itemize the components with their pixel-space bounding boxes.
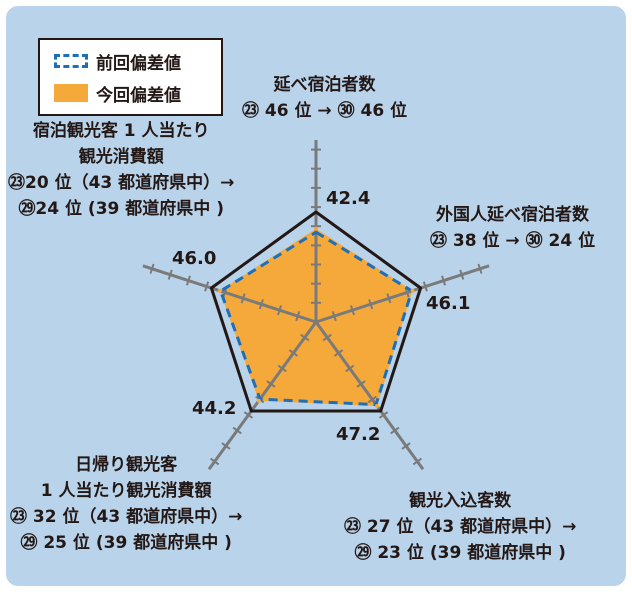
axis-tick <box>232 426 242 435</box>
axis-line <box>315 264 490 324</box>
axis-tick <box>367 395 377 404</box>
axis-label-line: ㉙ 25 位 (39 都道府県中 ) <box>20 533 232 553</box>
axis-label-daytrip-spend: 日帰り観光客 1 人当たり観光消費額 ㉓ 32 位（43 都道府県中）→ ㉙ 2… <box>10 452 242 556</box>
axis-tick <box>300 333 310 342</box>
axis-label-line: 観光消費額 <box>78 147 164 167</box>
axis-tick <box>266 380 276 388</box>
axis-tick <box>295 310 301 322</box>
value-label-overnight-spend: 46.0 <box>172 248 217 269</box>
axis-tick <box>258 299 264 310</box>
axis-label-visitors: 観光入込客数 ㉓ 27 位（43 都道府県中）→ ㉙ 23 位 (39 都道府県… <box>344 488 576 566</box>
axis-label-line: ㉙ 23 位 (39 都道府県中 ) <box>354 543 566 563</box>
value-label-foreign-nights: 46.1 <box>426 293 471 314</box>
legend: 前回偏差値 今回偏差値 <box>38 38 223 116</box>
axis-tick <box>422 281 428 292</box>
axis-tick <box>204 281 210 292</box>
axis-label-nights: 延べ宿泊者数 ㉓ 46 位 → ㉚ 46 位 <box>242 72 407 124</box>
axis-tick <box>167 269 173 280</box>
legend-label-previous: 前回偏差値 <box>96 53 181 74</box>
axis-tick <box>345 364 355 373</box>
axis-line <box>314 321 425 471</box>
axis-label-line: ㉓ 27 位（43 都道府県中）→ <box>344 517 577 537</box>
axis-tick <box>386 293 392 304</box>
series-current-point <box>217 288 222 293</box>
axis-label-line: 観光入込客数 <box>409 491 512 511</box>
axis-tick <box>390 426 400 435</box>
series-previous-line <box>218 230 414 407</box>
axis-tick <box>412 457 422 466</box>
axis-label-line: ㉙24 位 (39 都道府県中 ) <box>18 199 224 219</box>
axis-tick <box>333 349 344 357</box>
axis-tick <box>331 310 337 322</box>
axis-label-foreign-nights: 外国人延べ宿泊者数 ㉓ 38 位 → ㉚ 24 位 <box>430 202 595 254</box>
axis-tick <box>401 442 411 450</box>
axis-tick <box>459 269 465 280</box>
axis-label-overnight-spend: 宿泊観光客 1 人当たり 観光消費額 ㉓20 位（43 都道府県中）→ ㉙24 … <box>8 118 234 222</box>
value-label-visitors: 47.2 <box>336 424 381 445</box>
axis-tick <box>243 411 254 419</box>
series-current-point <box>410 288 415 293</box>
axis-tick <box>277 364 287 373</box>
axis-tick <box>477 263 483 274</box>
axis-label-line: 外国人延べ宿泊者数 <box>436 205 590 225</box>
axis-tick <box>240 293 246 304</box>
radar-chart <box>142 140 490 471</box>
series-current-point <box>256 398 261 403</box>
axis-tick <box>221 442 231 450</box>
axis-line <box>207 321 318 471</box>
legend-item-previous: 前回偏差値 <box>54 50 181 74</box>
axis-label-line: 宿泊観光客 1 人当たり <box>32 121 210 141</box>
axis-tick <box>322 333 332 342</box>
legend-label-current: 今回偏差値 <box>96 85 181 106</box>
legend-swatch-current <box>54 84 88 102</box>
chart-panel: 前回偏差値 今回偏差値 延べ宿泊者数 ㉓ 46 位 → ㉚ 46 位 外国人延べ… <box>6 6 626 586</box>
legend-swatch-previous <box>54 54 88 68</box>
axis-tick <box>368 299 374 310</box>
axis-label-line: 1 人当たり観光消費額 <box>40 481 212 501</box>
axis-label-line: ㉓ 38 位 → ㉚ 24 位 <box>430 231 596 251</box>
axis-label-line: ㉓ 46 位 → ㉚ 46 位 <box>242 101 408 121</box>
axis-tick <box>210 457 220 466</box>
axis-tick <box>349 305 355 316</box>
axis-tick <box>149 263 155 274</box>
reference-outline <box>209 210 423 413</box>
axis-tick <box>277 305 283 316</box>
axis-tick <box>404 287 410 298</box>
axis-tick <box>356 380 366 388</box>
axis-tick <box>378 411 389 419</box>
axis-label-line: 日帰り観光客 <box>75 455 178 475</box>
axis-tick <box>441 275 447 286</box>
series-current-point <box>375 404 379 408</box>
axis-tick <box>185 275 191 286</box>
legend-item-current: 今回偏差値 <box>54 82 181 106</box>
value-label-daytrip-spend: 44.2 <box>192 398 237 419</box>
axis-tick <box>288 349 299 357</box>
axis-line <box>142 264 317 324</box>
axis-label-line: ㉓20 位（43 都道府県中）→ <box>8 173 235 193</box>
axis-label-line: ㉓ 32 位（43 都道府県中）→ <box>10 507 243 527</box>
value-label-nights: 42.4 <box>326 188 371 209</box>
series-current-point <box>314 226 318 231</box>
axis-label-line: 延べ宿泊者数 <box>273 75 376 95</box>
